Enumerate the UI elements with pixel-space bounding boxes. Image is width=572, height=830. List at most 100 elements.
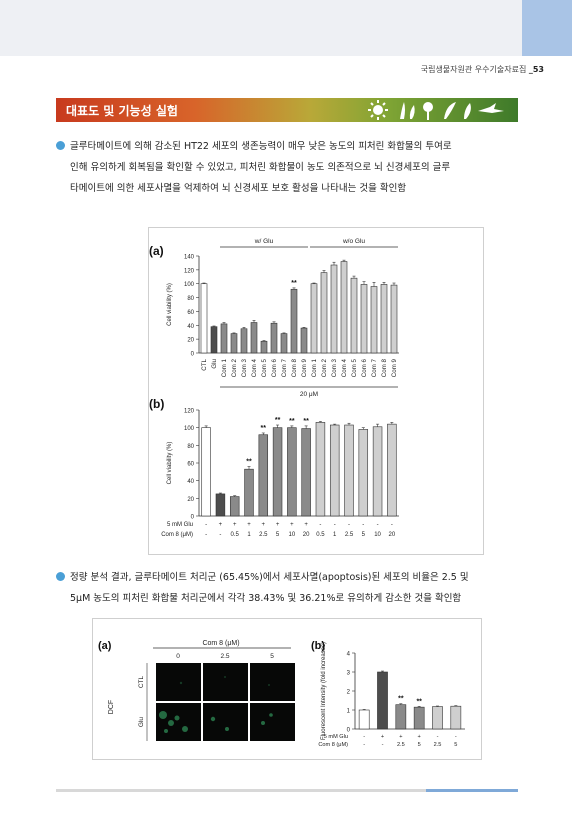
significance-mark: ** — [416, 698, 422, 705]
bullet-dot-icon — [56, 141, 65, 150]
x-category-label: Com 4 — [341, 358, 348, 377]
row-value: 5 — [362, 532, 366, 538]
bullet-1-line-2: 인해 유의하게 회복됨을 확인할 수 있었고, 피처린 화합물이 농도 의존적으… — [70, 162, 451, 173]
y-tick-label: 20 — [187, 497, 194, 503]
row-value: - — [455, 734, 457, 740]
row-value: - — [319, 522, 321, 528]
bar — [280, 333, 288, 354]
row-value: + — [290, 522, 294, 528]
bullet-2-line-1: 정량 분석 결과, 글루타메이트 처리군 (65.45%)에서 세포사멸(apo… — [70, 572, 469, 583]
x-category-label: Com 1 — [311, 358, 318, 377]
row-value: - — [391, 522, 393, 528]
micrograph-row-label: Glu — [138, 717, 145, 728]
fluorescent-cell — [210, 716, 216, 722]
bar — [330, 264, 338, 354]
bar — [272, 427, 283, 517]
x-category-label: Com 2 — [231, 358, 238, 377]
micrograph-side-label: DCF — [108, 700, 115, 714]
header-source: 국립생물자원관 우수기술자료집 — [420, 65, 527, 74]
row-label: 5 mM Glu — [324, 734, 348, 740]
bar — [344, 424, 354, 517]
bar — [201, 427, 211, 517]
row-value: + — [233, 522, 237, 528]
x-category-label: Com 2 — [321, 358, 328, 377]
corner-accent — [522, 0, 572, 56]
significance-mark: ** — [246, 459, 252, 466]
row-value: 0.5 — [316, 532, 325, 538]
row-value: + — [262, 522, 266, 528]
y-tick-label: 140 — [184, 255, 195, 261]
row-value: + — [381, 734, 384, 740]
bar — [240, 328, 248, 354]
bar — [360, 284, 368, 354]
bullet-2-line-2: 5μM 농도의 피처린 화합물 처리군에서 각각 38.43% 및 36.21%… — [70, 593, 462, 604]
row-value: 10 — [374, 532, 381, 538]
row-value: + — [247, 522, 251, 528]
figure-cell-viability: (a) 0 20 40 60 80 100 120 140 ** Cell viability (%… — [148, 227, 484, 555]
x-category-label: Com 6 — [271, 358, 278, 377]
significance-mark: ** — [303, 418, 309, 425]
row-value: + — [418, 734, 421, 740]
x-category-label: Com 6 — [361, 358, 368, 377]
row-value: - — [362, 522, 364, 528]
row-value: 5 — [276, 532, 280, 538]
row-value: + — [304, 522, 308, 528]
panel-label-b: (b) — [149, 397, 164, 411]
row-value: - — [363, 734, 365, 740]
x-category-label: Com 9 — [391, 358, 398, 377]
micrograph-column-label: 0 — [176, 653, 180, 660]
micrograph-title: Com 8 (μM) — [202, 640, 239, 647]
bar — [215, 493, 226, 517]
row-value: + — [276, 522, 280, 528]
y-tick-label: 100 — [184, 282, 195, 288]
bar — [387, 423, 397, 517]
bar — [395, 704, 407, 730]
bar — [320, 272, 328, 354]
row-value: - — [363, 742, 365, 748]
y-tick-label: 2 — [347, 690, 351, 696]
bar — [270, 322, 278, 354]
x-category-label: Com 5 — [351, 358, 358, 377]
y-tick-label: 40 — [187, 324, 194, 330]
bar — [200, 283, 208, 354]
bar — [413, 706, 425, 730]
bar — [372, 426, 383, 517]
row-value: - — [437, 734, 439, 740]
row-value: 5 — [418, 742, 421, 748]
y-tick-label: 80 — [187, 444, 194, 450]
x-category-label: Com 8 — [381, 358, 388, 377]
panel-label-a: (a) — [149, 244, 164, 258]
significance-mark: ** — [275, 417, 281, 424]
concentration-note: 20 μM — [300, 391, 318, 398]
x-category-label: Com 7 — [281, 358, 288, 377]
bar — [290, 288, 298, 354]
row-value: 2.5 — [434, 742, 442, 748]
y-axis-label: Fluorescent Intensity (fold increases) — [321, 642, 327, 740]
x-category-label: Com 5 — [261, 358, 268, 377]
row-value: - — [334, 522, 336, 528]
y-tick-label: 120 — [184, 409, 195, 415]
row-label: 5 mM Glu — [167, 522, 193, 528]
group-label: w/ Glu — [254, 238, 274, 245]
section-title: 대표도 및 기능성 실험 — [66, 104, 178, 118]
y-axis-label: Cell viability (%) — [167, 442, 173, 485]
fluorescent-cell — [225, 727, 229, 731]
footer-rule — [56, 789, 518, 792]
running-header: 국립생물자원관 우수기술자료집 _53 — [421, 64, 544, 75]
row-value: + — [399, 734, 402, 740]
row-label: Com 8 (μM) — [161, 532, 193, 538]
row-value: 20 — [303, 532, 310, 538]
fluorescent-cell — [182, 726, 188, 732]
micrograph-tile — [250, 703, 295, 741]
micrograph-tile — [203, 663, 248, 701]
y-axis-label: Cell viability (%) — [167, 283, 173, 326]
significance-mark: ** — [261, 425, 267, 432]
x-category-label: Com 8 — [291, 358, 298, 377]
bar — [258, 434, 269, 517]
x-category-label: CTL — [201, 358, 208, 370]
bar — [350, 277, 358, 354]
micrograph-tile — [156, 663, 201, 701]
x-category-label: Com 1 — [221, 358, 228, 377]
row-value: 1 — [247, 532, 251, 538]
